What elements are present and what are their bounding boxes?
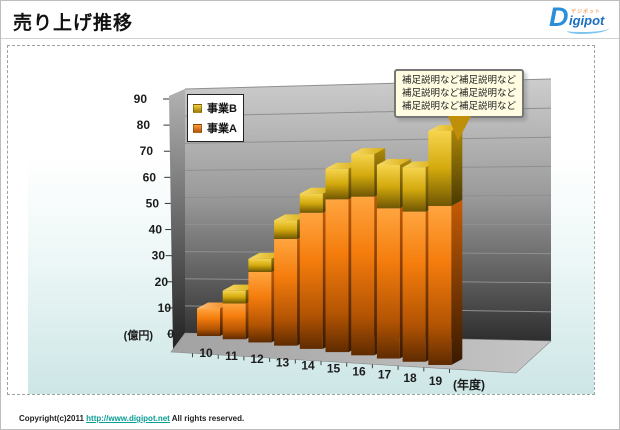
digipot-logo: D デジポット igipot xyxy=(549,4,611,34)
copyright-suffix: All rights reserved. xyxy=(171,414,245,423)
callout-text-line: 補足説明など補足説明など xyxy=(401,101,516,112)
header-bar: 売り上げ推移 D デジポット igipot xyxy=(1,1,619,39)
copyright-line: Copyright(c)2011 http://www.digipot.net … xyxy=(19,414,244,423)
legend-item-jigyo-b: 事業B xyxy=(193,100,238,116)
page-title: 売り上げ推移 xyxy=(13,13,134,34)
logo-ruby-text: デジポット xyxy=(571,9,602,15)
annotation-callout: 補足説明など補足説明など 補足説明など補足説明など 補足説明など補足説明など xyxy=(394,69,524,141)
callout-text-line: 補足説明など補足説明など xyxy=(401,88,516,99)
callout-tail-pointer xyxy=(448,116,471,141)
legend-swatch-jigyo-b xyxy=(193,103,202,113)
digipot-url-link[interactable]: http://www.digipot.net xyxy=(86,414,170,423)
callout-text-line: 補足説明など補足説明など xyxy=(401,75,516,86)
logo-swoosh xyxy=(567,25,609,34)
legend-swatch-jigyo-a xyxy=(193,123,202,133)
legend-label-jigyo-a: 事業A xyxy=(207,123,237,135)
copyright-prefix: Copyright(c)2011 xyxy=(19,414,84,423)
chart-legend: 事業B 事業A xyxy=(187,94,244,142)
legend-label-jigyo-b: 事業B xyxy=(207,103,237,115)
legend-item-jigyo-a: 事業A xyxy=(193,120,238,136)
logo-letter-d: D xyxy=(549,2,569,32)
